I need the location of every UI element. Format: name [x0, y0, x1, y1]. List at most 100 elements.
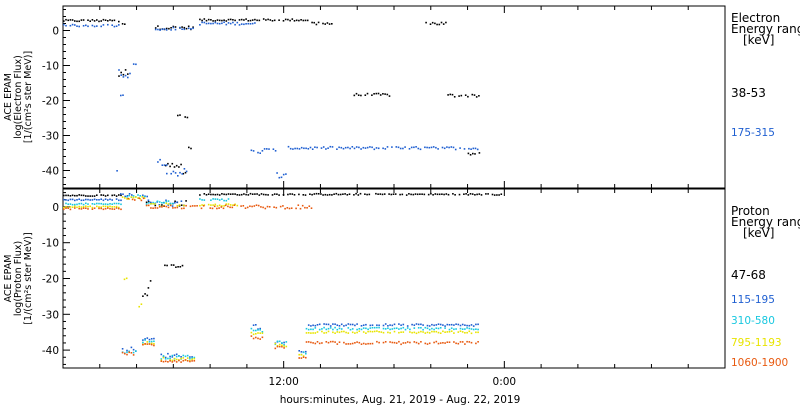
- data-point: [115, 198, 118, 200]
- data-point: [124, 195, 126, 198]
- data-point: [245, 18, 247, 20]
- data-point: [367, 328, 369, 331]
- data-point: [124, 74, 127, 77]
- data-point: [360, 94, 362, 97]
- data-point: [96, 25, 98, 27]
- data-point: [367, 342, 369, 345]
- data-point: [340, 323, 343, 326]
- data-point: [384, 93, 386, 95]
- data-point: [67, 207, 69, 209]
- data-point: [423, 193, 426, 196]
- data-point: [379, 193, 382, 195]
- data-point: [375, 192, 377, 195]
- data-point: [175, 358, 178, 361]
- data-point: [384, 341, 387, 343]
- data-point: [122, 94, 124, 96]
- y-tick-label: -30: [42, 309, 59, 321]
- data-point: [135, 350, 137, 352]
- data-point: [175, 353, 178, 356]
- data-point: [175, 266, 177, 268]
- data-point: [464, 343, 466, 345]
- data-point: [212, 198, 214, 200]
- data-point: [356, 331, 358, 334]
- data-point: [149, 201, 152, 204]
- data-point: [422, 324, 424, 326]
- data-point: [474, 194, 476, 196]
- data-point: [150, 343, 153, 346]
- data-point: [316, 324, 319, 326]
- data-point: [210, 22, 212, 25]
- data-point: [298, 353, 300, 356]
- data-point: [172, 202, 174, 205]
- data-point: [190, 147, 192, 150]
- data-point: [324, 23, 326, 25]
- data-point: [146, 337, 149, 339]
- data-point: [442, 330, 444, 333]
- data-point: [115, 25, 118, 27]
- data-point: [389, 332, 391, 334]
- data-point: [183, 207, 185, 210]
- data-point: [93, 195, 96, 197]
- data-point: [422, 328, 424, 331]
- data-point: [471, 193, 474, 195]
- data-point: [393, 330, 396, 333]
- data-point: [144, 343, 146, 345]
- data-point: [411, 323, 413, 326]
- data-point: [232, 21, 234, 24]
- data-point: [174, 28, 177, 31]
- data-point: [454, 194, 456, 196]
- data-point: [193, 357, 196, 360]
- data-point: [118, 24, 120, 26]
- data-point: [440, 21, 443, 24]
- data-point: [71, 198, 74, 201]
- data-point: [174, 206, 176, 209]
- data-point: [153, 343, 155, 345]
- data-point: [302, 355, 305, 357]
- data-point: [414, 193, 417, 195]
- data-point: [243, 193, 245, 195]
- data-point: [111, 199, 113, 201]
- data-point: [118, 202, 120, 205]
- data-point: [265, 193, 267, 196]
- data-point: [169, 359, 171, 361]
- data-point: [178, 355, 180, 357]
- data-point: [135, 63, 137, 66]
- data-point: [162, 355, 165, 357]
- data-point: [98, 199, 100, 201]
- data-point: [231, 206, 234, 209]
- data-point: [457, 323, 460, 326]
- data-point: [455, 323, 457, 325]
- data-point: [426, 324, 429, 327]
- data-point: [426, 343, 429, 345]
- legend-title: Proton: [731, 204, 770, 218]
- data-point: [435, 146, 437, 149]
- data-point: [338, 325, 341, 327]
- data-point: [128, 351, 130, 354]
- data-point: [311, 148, 314, 150]
- data-point: [160, 353, 163, 356]
- data-point: [426, 331, 429, 334]
- data-point: [161, 164, 164, 166]
- data-point: [378, 331, 380, 333]
- data-point: [160, 358, 163, 360]
- y-axis-label-line: log(Proton Flux): [13, 241, 24, 316]
- data-point: [331, 146, 334, 148]
- data-point: [400, 324, 402, 326]
- data-point: [93, 198, 96, 201]
- y-tick-label: -10: [42, 238, 59, 250]
- data-point: [69, 198, 72, 201]
- data-point: [311, 21, 313, 24]
- data-point: [203, 21, 206, 24]
- data-point: [130, 346, 133, 349]
- data-point: [184, 359, 187, 361]
- data-point: [278, 19, 280, 21]
- data-point: [470, 324, 473, 326]
- data-point: [118, 194, 120, 196]
- data-point: [113, 202, 116, 205]
- data-point: [389, 324, 391, 326]
- data-point: [355, 146, 358, 148]
- data-point: [298, 193, 300, 196]
- data-point: [441, 146, 444, 149]
- data-point: [443, 147, 446, 150]
